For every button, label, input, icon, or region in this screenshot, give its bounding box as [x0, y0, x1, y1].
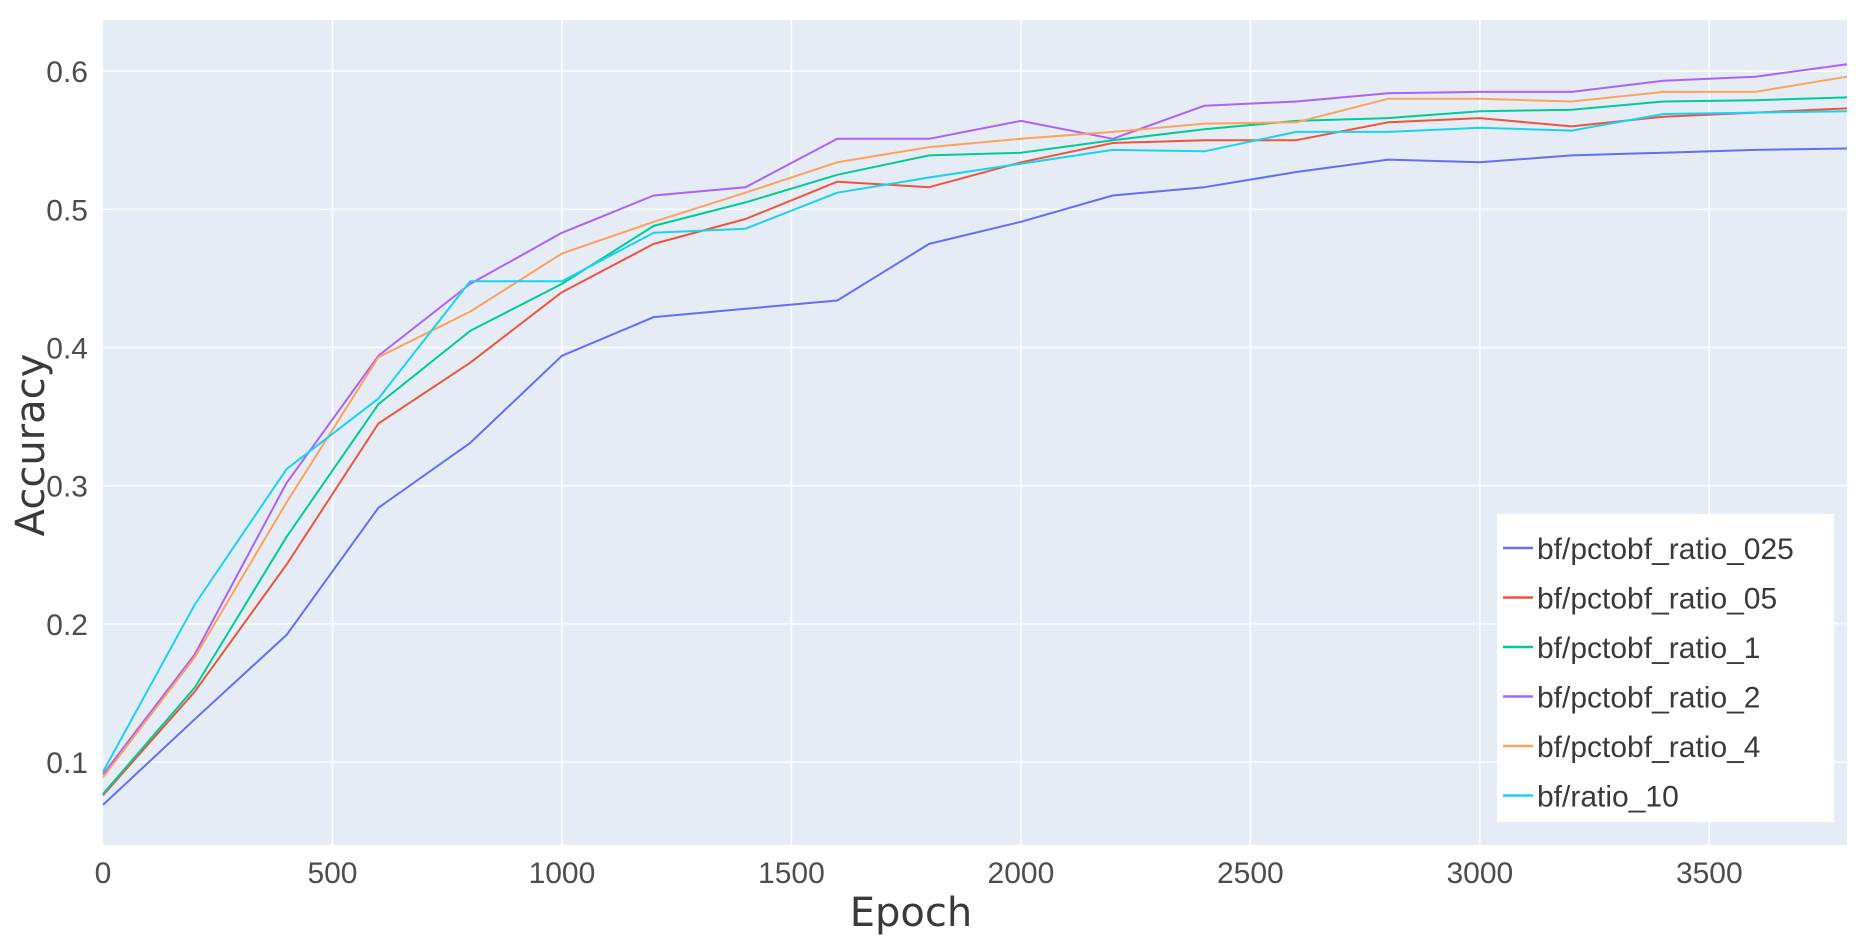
legend-box [1497, 514, 1834, 822]
x-tick-label: 3000 [1446, 857, 1513, 890]
legend: bf/pctobf_ratio_025 bf/pctobf_ratio_05 bf/… [1497, 514, 1834, 822]
y-tick-label: 0.2 [46, 609, 88, 642]
x-axis-title: Epoch [850, 890, 972, 936]
x-tick-label: 1500 [758, 857, 825, 890]
x-tick-label: 3500 [1676, 857, 1743, 890]
legend-label: bf/ratio_10 [1537, 781, 1679, 814]
series-line-5 [102, 75, 1848, 778]
series-lines [102, 63, 1848, 806]
legend-label: bf/pctobf_ratio_2 [1537, 682, 1761, 715]
y-tick-label: 0.5 [46, 194, 88, 227]
y-tick-label: 0.6 [46, 56, 88, 89]
gridlines [103, 20, 1847, 845]
legend-label: bf/pctobf_ratio_1 [1537, 632, 1761, 665]
x-tick-label: 0 [95, 857, 112, 890]
y-axis-title: Accuracy [8, 354, 54, 537]
series-line-3 [102, 96, 1848, 795]
x-tick-label: 2000 [988, 857, 1055, 890]
series-line-4 [102, 63, 1848, 776]
legend-label: bf/pctobf_ratio_025 [1537, 533, 1794, 566]
legend-label: bf/pctobf_ratio_05 [1537, 583, 1777, 616]
y-axis-ticks: 0.1 0.2 0.3 0.4 0.5 0.6 [46, 56, 88, 780]
series-line-6 [102, 110, 1848, 773]
series-line-1 [102, 147, 1848, 806]
y-tick-label: 0.4 [46, 333, 88, 366]
x-tick-label: 500 [307, 857, 357, 890]
series-line-2 [102, 107, 1848, 796]
x-axis-ticks: 0 500 1000 1500 2000 2500 3000 3500 [95, 857, 1743, 890]
x-tick-label: 1000 [529, 857, 596, 890]
legend-label: bf/pctobf_ratio_4 [1537, 731, 1761, 764]
y-tick-label: 0.3 [46, 471, 88, 504]
y-tick-label: 0.1 [46, 747, 88, 780]
x-tick-label: 2500 [1217, 857, 1284, 890]
